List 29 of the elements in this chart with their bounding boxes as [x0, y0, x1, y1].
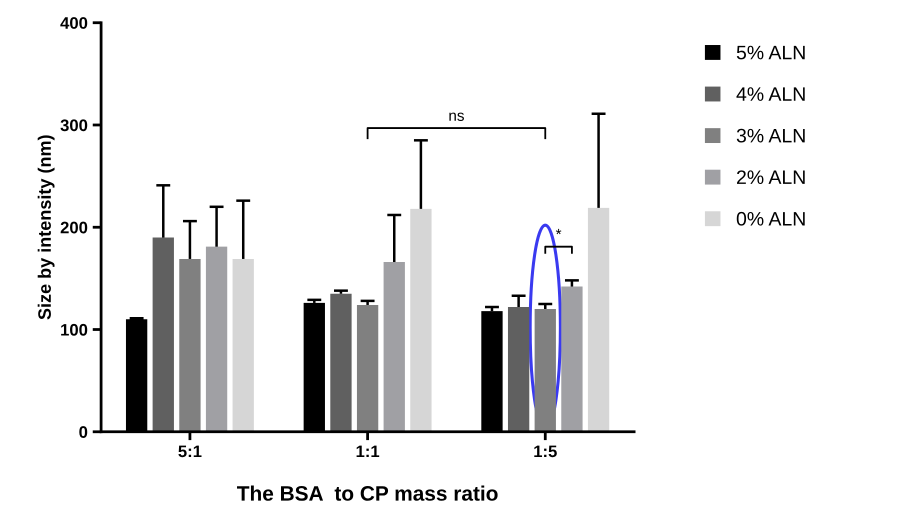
y-tick-label: 400: [60, 17, 88, 29]
annotation: *: [556, 228, 562, 234]
legend-label: 5% ALN: [736, 46, 805, 60]
x-tick-label: 5:1: [178, 446, 202, 458]
x-tick-label: 1:1: [356, 446, 380, 458]
bar: [384, 262, 405, 432]
bar: [588, 208, 610, 432]
y-tick-label: 300: [60, 119, 88, 132]
legend-label: 0% ALN: [736, 212, 805, 226]
bar: [534, 309, 556, 432]
bar: [356, 304, 378, 432]
x-tick-label: 1:5: [534, 446, 557, 458]
y-tick-label: 100: [61, 324, 88, 336]
y-tick-label: 200: [60, 222, 88, 234]
bar: [410, 208, 432, 432]
bar: [330, 294, 352, 432]
bar: [508, 307, 530, 432]
bar: [561, 286, 583, 432]
legend-label: 2% ALN: [737, 170, 805, 184]
bar: [179, 258, 201, 432]
legend-label: 3% ALN: [736, 128, 805, 143]
bar: [152, 237, 174, 432]
annotation: ns: [449, 112, 464, 121]
bar: [206, 246, 228, 432]
y-tick-label: 0: [79, 426, 88, 438]
legend-label: 4% ALN: [736, 87, 805, 101]
x-axis-title: The BSA to CP mass ratio: [237, 486, 498, 501]
y-axis-title: Size by intensity (nm): [38, 135, 55, 320]
bar: [232, 258, 254, 432]
